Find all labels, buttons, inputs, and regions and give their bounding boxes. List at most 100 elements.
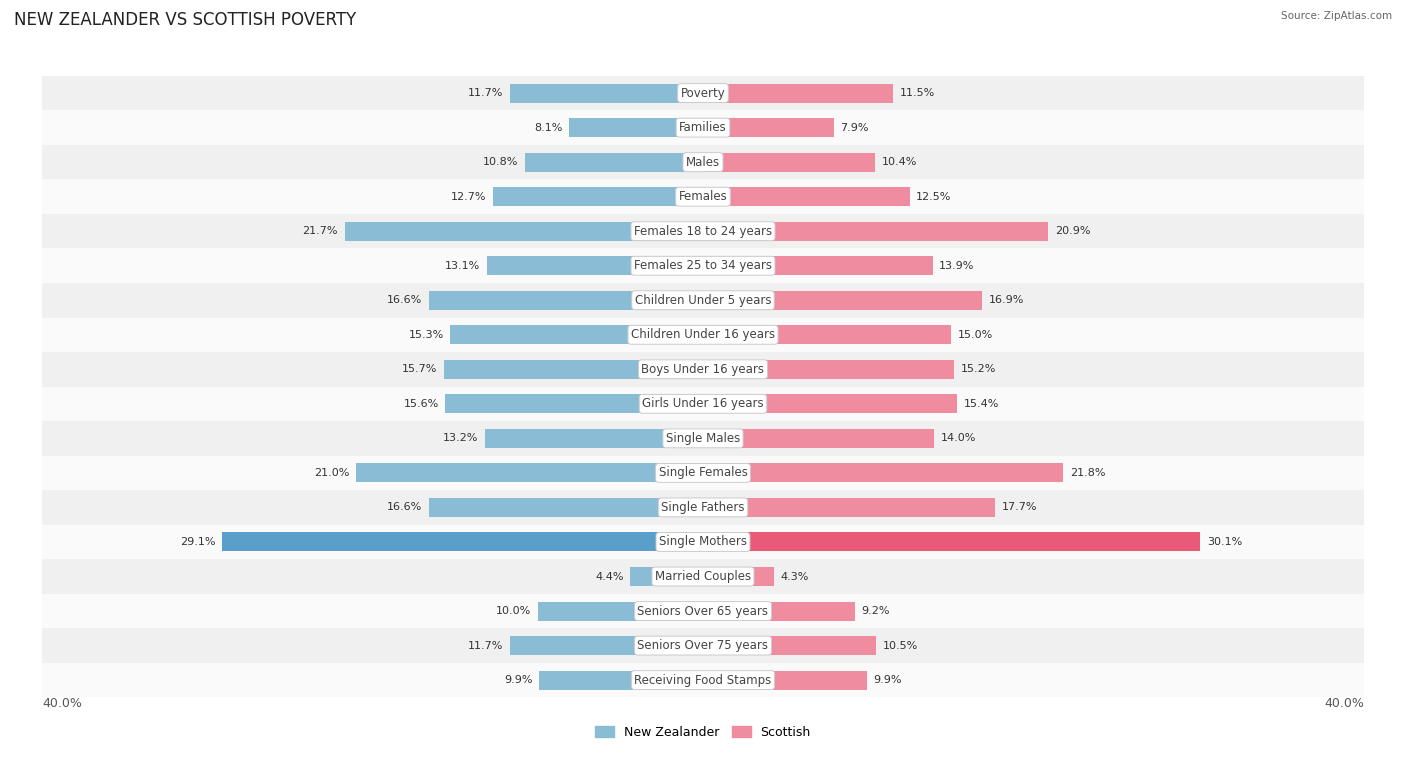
Text: Children Under 16 years: Children Under 16 years	[631, 328, 775, 341]
Bar	[42, 283, 1364, 318]
Legend: New Zealander, Scottish: New Zealander, Scottish	[591, 721, 815, 744]
Bar	[703, 187, 910, 206]
Bar	[524, 152, 703, 171]
Text: Single Females: Single Females	[658, 466, 748, 479]
Text: Single Fathers: Single Fathers	[661, 501, 745, 514]
Text: 17.7%: 17.7%	[1002, 503, 1038, 512]
Text: Source: ZipAtlas.com: Source: ZipAtlas.com	[1281, 11, 1392, 21]
Text: 16.9%: 16.9%	[988, 296, 1024, 305]
Text: 15.3%: 15.3%	[408, 330, 444, 340]
Text: 4.3%: 4.3%	[780, 572, 808, 581]
Bar	[703, 256, 932, 275]
Bar	[703, 394, 957, 413]
Bar	[703, 83, 893, 102]
Bar	[42, 559, 1364, 594]
Bar	[42, 111, 1364, 145]
Text: 20.9%: 20.9%	[1054, 226, 1091, 236]
Text: 11.7%: 11.7%	[468, 641, 503, 650]
Bar	[42, 662, 1364, 697]
Bar	[510, 83, 703, 102]
Bar	[703, 360, 955, 379]
Text: Single Mothers: Single Mothers	[659, 535, 747, 549]
Text: 10.8%: 10.8%	[482, 157, 517, 167]
Bar	[42, 249, 1364, 283]
Text: 16.6%: 16.6%	[387, 503, 422, 512]
Text: 12.7%: 12.7%	[451, 192, 486, 202]
Bar	[344, 221, 703, 241]
Text: 10.0%: 10.0%	[496, 606, 531, 616]
Text: 12.5%: 12.5%	[917, 192, 952, 202]
Text: 15.2%: 15.2%	[960, 365, 995, 374]
Text: Families: Families	[679, 121, 727, 134]
Bar	[486, 256, 703, 275]
Bar	[222, 532, 703, 552]
Text: 15.4%: 15.4%	[965, 399, 1000, 409]
Bar	[429, 291, 703, 310]
Text: 9.2%: 9.2%	[862, 606, 890, 616]
Text: 7.9%: 7.9%	[841, 123, 869, 133]
Bar	[42, 387, 1364, 421]
Bar	[630, 567, 703, 586]
Bar	[42, 180, 1364, 214]
Bar	[42, 352, 1364, 387]
Bar	[703, 221, 1049, 241]
Bar	[537, 602, 703, 621]
Bar	[569, 118, 703, 137]
Bar	[42, 525, 1364, 559]
Text: Single Males: Single Males	[666, 432, 740, 445]
Bar	[444, 360, 703, 379]
Text: Receiving Food Stamps: Receiving Food Stamps	[634, 674, 772, 687]
Text: 40.0%: 40.0%	[42, 697, 82, 710]
Text: Married Couples: Married Couples	[655, 570, 751, 583]
Text: 40.0%: 40.0%	[1324, 697, 1364, 710]
Text: 13.9%: 13.9%	[939, 261, 974, 271]
Text: 16.6%: 16.6%	[387, 296, 422, 305]
Text: NEW ZEALANDER VS SCOTTISH POVERTY: NEW ZEALANDER VS SCOTTISH POVERTY	[14, 11, 356, 30]
Text: 9.9%: 9.9%	[505, 675, 533, 685]
Bar	[42, 421, 1364, 456]
Bar	[540, 671, 703, 690]
Bar	[494, 187, 703, 206]
Text: Males: Males	[686, 155, 720, 168]
Text: 15.6%: 15.6%	[404, 399, 439, 409]
Bar	[703, 325, 950, 344]
Bar	[42, 318, 1364, 352]
Text: 15.7%: 15.7%	[402, 365, 437, 374]
Bar	[703, 602, 855, 621]
Bar	[42, 490, 1364, 525]
Text: 10.5%: 10.5%	[883, 641, 918, 650]
Bar	[703, 532, 1201, 552]
Text: Children Under 5 years: Children Under 5 years	[634, 294, 772, 307]
Text: 13.2%: 13.2%	[443, 434, 478, 443]
Bar	[703, 463, 1063, 482]
Text: 21.8%: 21.8%	[1070, 468, 1105, 478]
Bar	[42, 456, 1364, 490]
Bar	[703, 429, 934, 448]
Text: 15.0%: 15.0%	[957, 330, 993, 340]
Text: Girls Under 16 years: Girls Under 16 years	[643, 397, 763, 410]
Text: 8.1%: 8.1%	[534, 123, 562, 133]
Text: 21.0%: 21.0%	[314, 468, 350, 478]
Bar	[356, 463, 703, 482]
Bar	[42, 594, 1364, 628]
Text: 14.0%: 14.0%	[941, 434, 976, 443]
Bar	[42, 76, 1364, 111]
Text: 9.9%: 9.9%	[873, 675, 901, 685]
Bar	[703, 291, 983, 310]
Text: 10.4%: 10.4%	[882, 157, 917, 167]
Text: 11.7%: 11.7%	[468, 88, 503, 98]
Text: Poverty: Poverty	[681, 86, 725, 99]
Text: Seniors Over 75 years: Seniors Over 75 years	[637, 639, 769, 652]
Bar	[485, 429, 703, 448]
Bar	[703, 118, 834, 137]
Bar	[42, 214, 1364, 249]
Text: 29.1%: 29.1%	[180, 537, 215, 547]
Text: 11.5%: 11.5%	[900, 88, 935, 98]
Text: 4.4%: 4.4%	[595, 572, 624, 581]
Bar	[703, 498, 995, 517]
Bar	[703, 567, 775, 586]
Text: Females 25 to 34 years: Females 25 to 34 years	[634, 259, 772, 272]
Bar	[42, 628, 1364, 662]
Text: Boys Under 16 years: Boys Under 16 years	[641, 363, 765, 376]
Text: 13.1%: 13.1%	[444, 261, 479, 271]
